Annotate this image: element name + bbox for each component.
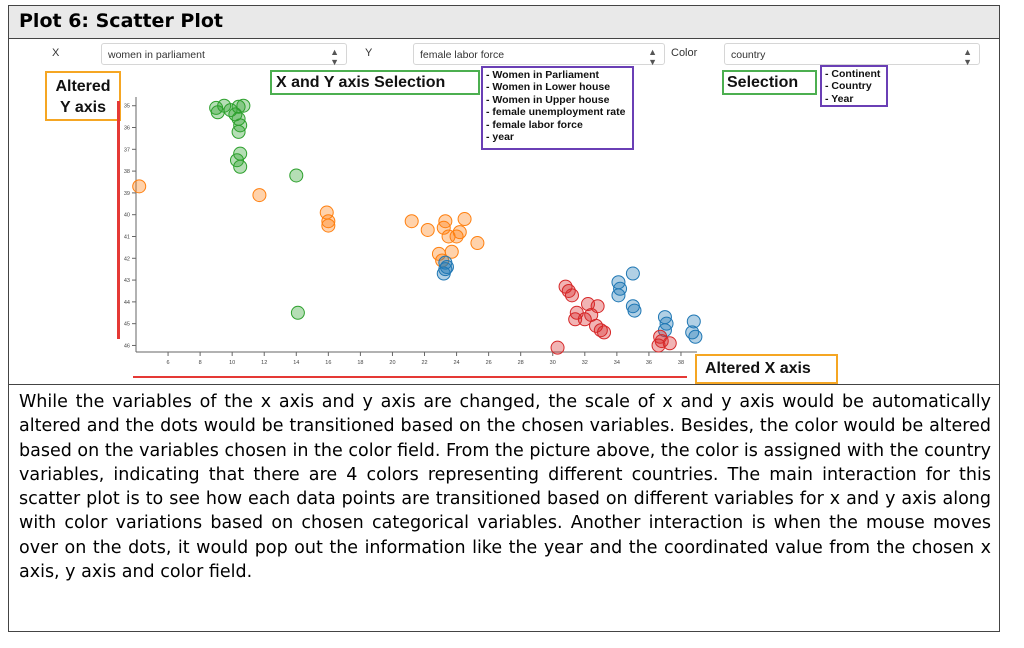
color-control-label: Color: [671, 47, 698, 59]
data-point: [252, 188, 267, 203]
y-tick-label: 36: [124, 126, 130, 132]
x-control-label: X: [52, 47, 60, 59]
data-point: [233, 159, 248, 174]
data-point: [611, 288, 626, 303]
data-point: [457, 212, 472, 227]
data-point: [236, 98, 251, 113]
x-tick-label: 18: [357, 360, 363, 366]
data-point: [229, 153, 244, 168]
data-point: [564, 288, 579, 303]
y-tick-label: 44: [124, 300, 130, 306]
x-tick-label: 12: [261, 360, 267, 366]
y-axis-highlight-line: [117, 101, 120, 339]
color-option: - Country: [825, 80, 872, 93]
altered-y-line1: Altered: [55, 78, 111, 95]
x-tick-label: 24: [454, 360, 460, 366]
y-tick-label: 45: [124, 322, 130, 328]
x-tick-label: 32: [582, 360, 588, 366]
data-point: [438, 214, 453, 229]
x-tick-label: 22: [421, 360, 427, 366]
data-point: [441, 229, 456, 244]
xy-options-list: - Women in Parliament - Women in Lower h…: [481, 66, 634, 150]
altered-y-axis-callout: Altered Y axis: [45, 71, 121, 121]
x-axis-highlight-line: [133, 376, 687, 378]
xy-option: - Women in Lower house: [486, 81, 611, 94]
data-point: [625, 266, 640, 281]
color-select-arrow-icon: ▲ ▼: [963, 47, 972, 67]
x-tick-label: 38: [678, 360, 684, 366]
data-point: [449, 229, 464, 244]
x-tick-label: 8: [199, 360, 202, 366]
y-variable-select[interactable]: female labor force ▲ ▼: [413, 43, 665, 67]
xy-option: - female labor force: [486, 118, 583, 131]
data-point: [688, 329, 703, 344]
color-option: - Continent: [825, 68, 881, 80]
screenshot-area: 35 36 37 38 39 40 41 42 43 44 45 46 6 8 10 12 14 16 18 20 22…: [9, 39, 999, 385]
y-tick-label: 40: [124, 213, 130, 219]
data-point: [662, 336, 677, 351]
x-tick-label: 10: [229, 360, 235, 366]
data-point: [651, 338, 666, 353]
y-tick-label: 42: [124, 256, 130, 262]
x-tick-label: 26: [486, 360, 492, 366]
data-point: [289, 168, 304, 183]
color-variable-select[interactable]: country ▲ ▼: [724, 43, 980, 67]
y-tick-label: 38: [124, 169, 130, 175]
color-select-value: country: [731, 49, 766, 61]
x-tick-label: 36: [646, 360, 652, 366]
y-tick-label: 46: [124, 343, 130, 349]
x-tick-label: 20: [389, 360, 395, 366]
data-point: [404, 214, 419, 229]
data-point: [550, 340, 565, 355]
x-tick-label: 28: [518, 360, 524, 366]
color-selection-callout: Selection: [722, 70, 817, 95]
color-options-list: - Continent - Country - Year: [820, 65, 888, 107]
x-tick-label: 14: [293, 360, 299, 366]
data-point: [470, 236, 485, 251]
xy-selection-callout: X and Y axis Selection: [270, 70, 480, 95]
altered-x-axis-callout: Altered X axis: [695, 354, 838, 384]
color-option: - Year: [825, 92, 854, 105]
xy-option: - female unemployment rate: [486, 106, 626, 119]
y-select-value: female labor force: [420, 49, 505, 61]
x-variable-select[interactable]: women in parliament ▲ ▼: [101, 43, 347, 67]
data-point: [568, 312, 583, 327]
y-select-arrow-icon: ▲ ▼: [648, 47, 657, 67]
data-point: [132, 179, 147, 194]
data-point: [231, 99, 246, 114]
data-point: [321, 218, 336, 233]
data-point: [321, 214, 336, 229]
data-point: [597, 325, 612, 340]
data-point: [577, 312, 592, 327]
y-tick-label: 37: [124, 147, 130, 153]
y-tick-label: 39: [124, 191, 130, 197]
y-tick-label: 35: [124, 104, 130, 110]
data-point: [231, 124, 246, 139]
data-point: [627, 303, 642, 318]
x-tick-label: 34: [614, 360, 620, 366]
x-tick-label: 6: [167, 360, 170, 366]
xy-option: - Women in Upper house: [486, 93, 610, 106]
xy-option: - Women in Parliament: [486, 69, 599, 81]
data-point: [420, 222, 435, 237]
figure-frame: Plot 6: Scatter Plot 35 36 37 38 39 40 41 42 43 4…: [8, 5, 1000, 632]
y-tick-label: 43: [124, 278, 130, 284]
x-select-value: women in parliament: [108, 49, 205, 61]
data-point: [436, 266, 451, 281]
y-tick-label: 41: [124, 234, 130, 240]
data-point: [439, 260, 454, 274]
scatter-plot: 35 36 37 38 39 40 41 42 43 44 45 46 6 8 10 12 14 16 18 20 22…: [124, 97, 703, 366]
figure-title: Plot 6: Scatter Plot: [19, 10, 223, 32]
x-tick-label: 30: [550, 360, 556, 366]
x-tick-label: 16: [325, 360, 331, 366]
data-point: [290, 305, 305, 320]
data-point: [686, 314, 701, 329]
title-bar: Plot 6: Scatter Plot: [9, 6, 999, 39]
x-select-arrow-icon: ▲ ▼: [330, 47, 339, 67]
description-text: While the variables of the x axis and y …: [19, 392, 991, 583]
xy-option: - year: [486, 131, 515, 144]
altered-y-line2: Y axis: [60, 99, 106, 116]
y-control-label: Y: [365, 47, 373, 59]
